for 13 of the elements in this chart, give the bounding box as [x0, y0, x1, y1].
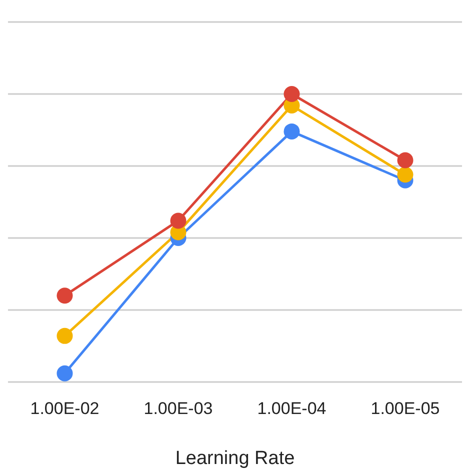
x-tick-label: 1.00E-04	[257, 399, 326, 418]
point	[56, 365, 73, 382]
x-tick-label: 1.00E-03	[144, 399, 213, 418]
point	[284, 123, 300, 140]
point	[56, 328, 73, 344]
point	[56, 288, 73, 304]
point	[284, 86, 300, 102]
point	[397, 152, 414, 168]
point	[397, 166, 414, 183]
x-axis-title: Learning Rate	[175, 448, 295, 469]
x-tick-label: 1.00E-02	[30, 399, 100, 418]
point	[170, 212, 186, 229]
x-tick-label: 1.00E-05	[370, 399, 440, 418]
